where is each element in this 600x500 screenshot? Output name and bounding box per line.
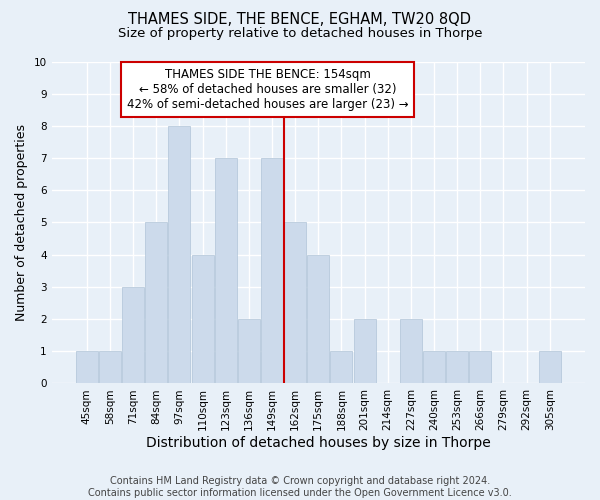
Bar bbox=[238, 319, 260, 384]
Text: Size of property relative to detached houses in Thorpe: Size of property relative to detached ho… bbox=[118, 28, 482, 40]
Bar bbox=[423, 352, 445, 384]
Bar bbox=[99, 352, 121, 384]
Bar bbox=[400, 319, 422, 384]
Bar bbox=[145, 222, 167, 384]
Bar bbox=[469, 352, 491, 384]
X-axis label: Distribution of detached houses by size in Thorpe: Distribution of detached houses by size … bbox=[146, 436, 491, 450]
Bar bbox=[169, 126, 190, 384]
Text: Contains HM Land Registry data © Crown copyright and database right 2024.
Contai: Contains HM Land Registry data © Crown c… bbox=[88, 476, 512, 498]
Bar bbox=[331, 352, 352, 384]
Bar bbox=[122, 287, 144, 384]
Bar bbox=[191, 254, 214, 384]
Text: THAMES SIDE THE BENCE: 154sqm
← 58% of detached houses are smaller (32)
42% of s: THAMES SIDE THE BENCE: 154sqm ← 58% of d… bbox=[127, 68, 408, 111]
Y-axis label: Number of detached properties: Number of detached properties bbox=[15, 124, 28, 321]
Bar bbox=[353, 319, 376, 384]
Bar bbox=[307, 254, 329, 384]
Bar bbox=[76, 352, 98, 384]
Bar bbox=[261, 158, 283, 384]
Bar bbox=[284, 222, 306, 384]
Text: THAMES SIDE, THE BENCE, EGHAM, TW20 8QD: THAMES SIDE, THE BENCE, EGHAM, TW20 8QD bbox=[128, 12, 472, 28]
Bar bbox=[446, 352, 468, 384]
Bar bbox=[215, 158, 236, 384]
Bar bbox=[539, 352, 561, 384]
